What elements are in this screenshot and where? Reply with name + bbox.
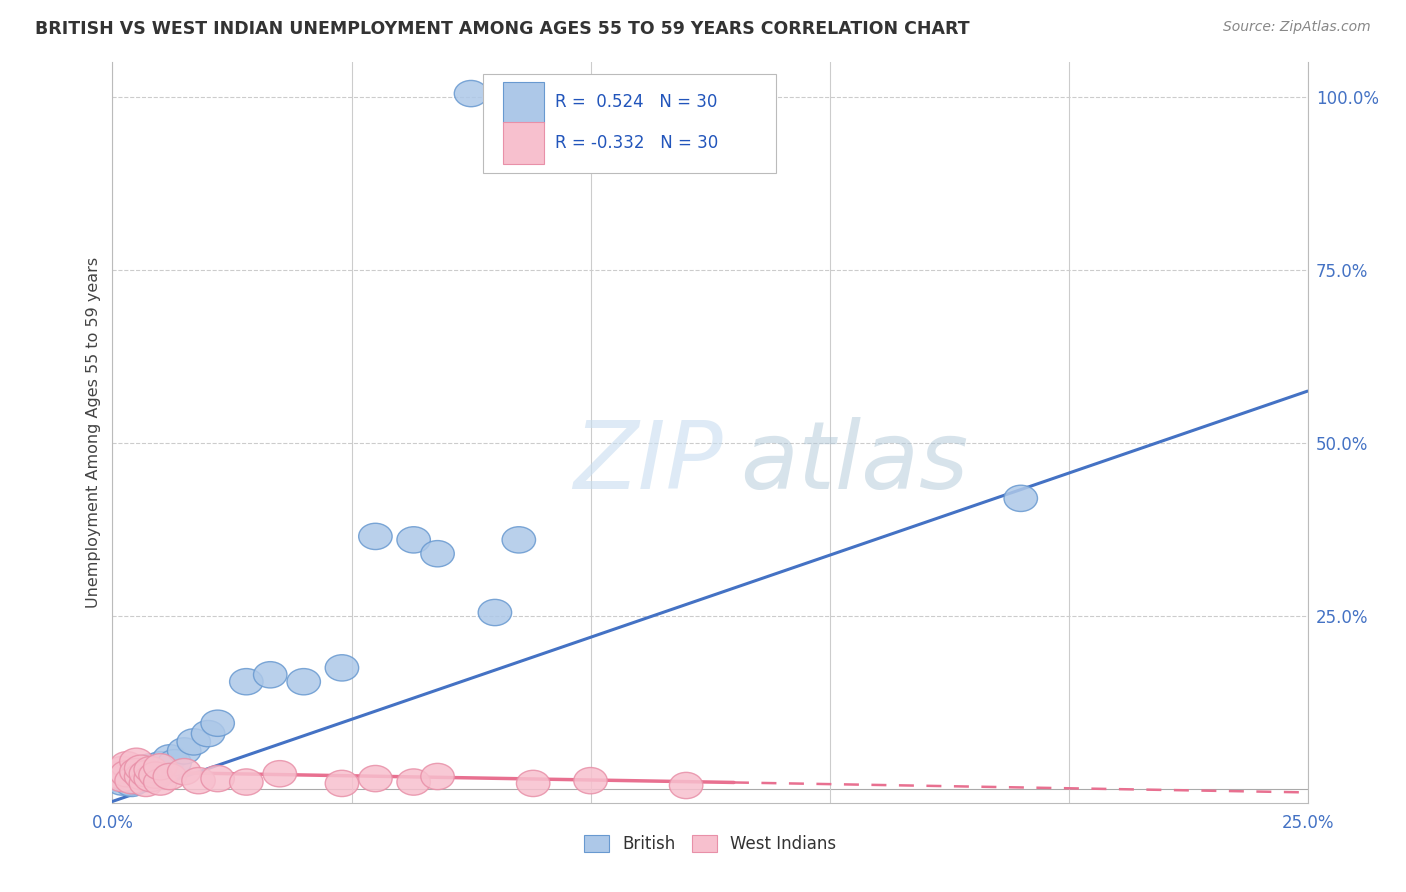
Ellipse shape (105, 765, 139, 792)
Ellipse shape (229, 669, 263, 695)
Ellipse shape (134, 765, 167, 792)
Ellipse shape (253, 662, 287, 688)
Ellipse shape (201, 710, 235, 737)
Ellipse shape (139, 762, 173, 789)
Ellipse shape (325, 771, 359, 797)
Ellipse shape (359, 765, 392, 792)
Ellipse shape (325, 655, 359, 681)
Ellipse shape (139, 764, 173, 789)
Ellipse shape (129, 765, 163, 792)
Ellipse shape (502, 526, 536, 553)
Text: R =  0.524   N = 30: R = 0.524 N = 30 (554, 94, 717, 112)
Ellipse shape (669, 772, 703, 798)
Ellipse shape (153, 764, 187, 789)
Ellipse shape (574, 767, 607, 794)
Ellipse shape (110, 752, 143, 778)
Ellipse shape (134, 754, 167, 780)
Legend: British, West Indians: British, West Indians (575, 826, 845, 861)
Ellipse shape (143, 769, 177, 795)
Ellipse shape (516, 771, 550, 797)
Ellipse shape (167, 738, 201, 764)
Ellipse shape (134, 761, 167, 787)
Ellipse shape (120, 767, 153, 794)
Ellipse shape (125, 764, 157, 789)
Ellipse shape (101, 762, 134, 789)
Ellipse shape (181, 767, 215, 794)
Text: atlas: atlas (740, 417, 969, 508)
Ellipse shape (396, 526, 430, 553)
Y-axis label: Unemployment Among Ages 55 to 59 years: Unemployment Among Ages 55 to 59 years (86, 257, 101, 608)
Ellipse shape (396, 769, 430, 795)
Ellipse shape (454, 80, 488, 107)
Ellipse shape (129, 761, 163, 787)
Ellipse shape (1004, 485, 1038, 511)
Ellipse shape (125, 764, 157, 789)
Ellipse shape (359, 524, 392, 549)
Ellipse shape (478, 599, 512, 625)
Ellipse shape (157, 749, 191, 776)
Ellipse shape (101, 765, 134, 792)
FancyBboxPatch shape (503, 122, 544, 164)
Ellipse shape (120, 758, 153, 785)
Ellipse shape (153, 745, 187, 771)
Ellipse shape (420, 764, 454, 789)
Ellipse shape (105, 756, 139, 783)
Ellipse shape (191, 721, 225, 747)
Ellipse shape (115, 767, 149, 794)
Text: R = -0.332   N = 30: R = -0.332 N = 30 (554, 134, 718, 153)
Ellipse shape (110, 762, 143, 789)
Text: Source: ZipAtlas.com: Source: ZipAtlas.com (1223, 20, 1371, 34)
Ellipse shape (129, 771, 163, 797)
Ellipse shape (420, 541, 454, 566)
FancyBboxPatch shape (503, 82, 544, 123)
Ellipse shape (110, 761, 143, 787)
FancyBboxPatch shape (484, 73, 776, 173)
Ellipse shape (125, 755, 157, 781)
Ellipse shape (177, 729, 211, 755)
Ellipse shape (143, 754, 177, 780)
Text: ZIP: ZIP (572, 417, 723, 508)
Ellipse shape (287, 669, 321, 695)
Ellipse shape (143, 752, 177, 778)
Ellipse shape (120, 748, 153, 774)
Ellipse shape (129, 756, 163, 783)
Ellipse shape (229, 769, 263, 795)
Ellipse shape (134, 756, 167, 783)
Ellipse shape (105, 769, 139, 795)
Ellipse shape (167, 758, 201, 785)
Text: BRITISH VS WEST INDIAN UNEMPLOYMENT AMONG AGES 55 TO 59 YEARS CORRELATION CHART: BRITISH VS WEST INDIAN UNEMPLOYMENT AMON… (35, 20, 970, 37)
Ellipse shape (115, 771, 149, 797)
Ellipse shape (149, 756, 181, 783)
Ellipse shape (201, 765, 235, 792)
Ellipse shape (263, 761, 297, 787)
Ellipse shape (120, 758, 153, 785)
